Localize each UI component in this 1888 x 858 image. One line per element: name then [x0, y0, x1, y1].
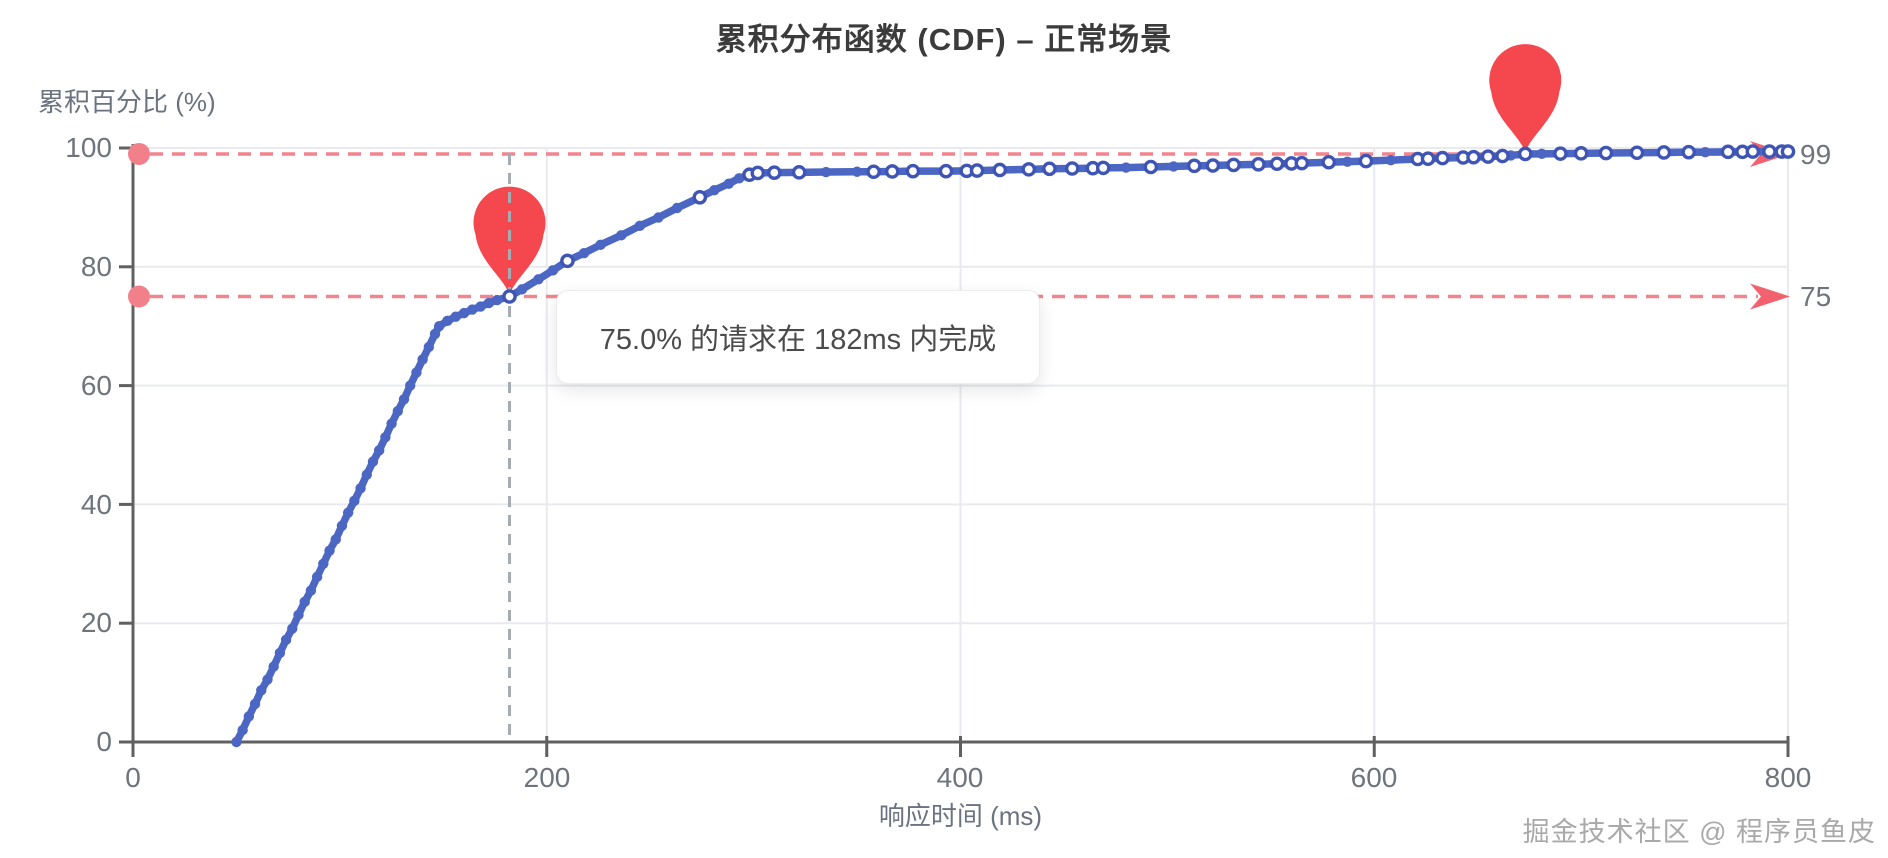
y-tick-80: 80	[80, 251, 112, 282]
right-label-p75: 75	[1800, 281, 1832, 312]
y-tick-40: 40	[80, 489, 112, 520]
right-label-p99: 99	[1800, 139, 1832, 170]
chart-title: 累积分布函数 (CDF) – 正常场景	[715, 22, 1173, 57]
y-tick-60: 60	[80, 370, 112, 401]
y-axis-title: 累积百分比 (%)	[38, 87, 216, 117]
x-tick-200: 200	[523, 762, 571, 793]
x-axis-title: 响应时间 (ms)	[878, 801, 1043, 831]
y-tick-100: 100	[65, 132, 112, 163]
x-tick-400: 400	[936, 762, 984, 793]
x-tick-800: 800	[1764, 762, 1812, 793]
x-tick-600: 600	[1350, 762, 1398, 793]
p75-tooltip: 75.0% 的请求在 182ms 内完成	[556, 290, 1040, 384]
y-tick-0: 0	[96, 726, 112, 757]
p75-tooltip-text: 75.0% 的请求在 182ms 内完成	[599, 324, 997, 356]
watermark-text: 掘金技术社区 @ 程序员鱼皮	[1522, 817, 1876, 847]
y-tick-20: 20	[80, 607, 112, 638]
x-tick-0: 0	[125, 762, 141, 793]
